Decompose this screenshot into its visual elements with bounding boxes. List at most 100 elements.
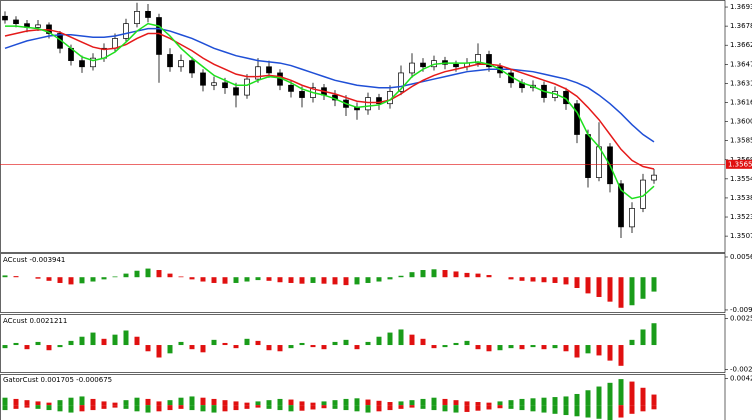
y-tick-label: 1.36315 xyxy=(730,79,752,87)
histogram-bar xyxy=(178,341,184,346)
gator-bar xyxy=(266,405,272,409)
histogram-bar xyxy=(475,273,481,278)
gator-bar xyxy=(68,405,74,413)
histogram-bar xyxy=(277,277,283,283)
gator-bar xyxy=(288,405,294,412)
candle-body xyxy=(365,97,371,111)
candle-body xyxy=(123,23,129,39)
gator-bar xyxy=(2,397,8,406)
gator-bar xyxy=(453,405,459,413)
histogram-bar xyxy=(266,345,272,351)
histogram-bar xyxy=(365,341,371,346)
histogram-bar xyxy=(519,277,525,281)
gator-bar xyxy=(178,405,184,409)
gator-bar xyxy=(145,405,151,413)
histogram-bar xyxy=(508,277,514,280)
histogram-bar xyxy=(112,334,118,346)
histogram-bar xyxy=(453,342,459,346)
histogram-bar xyxy=(244,277,250,282)
candle-body xyxy=(211,82,217,86)
gator-bar xyxy=(354,405,360,412)
histogram-bar xyxy=(233,277,239,283)
histogram-bar xyxy=(123,330,129,346)
gator-bar xyxy=(233,401,239,406)
histogram-bar xyxy=(200,277,206,282)
y-tick-label: 1.36160 xyxy=(730,98,752,106)
gator-bar xyxy=(167,405,173,411)
candle-body xyxy=(167,54,173,68)
gator-bar xyxy=(90,398,96,406)
gator-bar xyxy=(112,402,118,406)
histogram-bar xyxy=(640,277,646,299)
gator-bar xyxy=(222,400,228,406)
gator-bar xyxy=(277,405,283,411)
y-tick-label: 1.35075 xyxy=(730,232,752,240)
candle-body xyxy=(629,208,635,228)
moving-average-line xyxy=(4,27,655,143)
histogram-bar xyxy=(629,339,635,346)
y-tick-label: 0.0025465 xyxy=(730,315,752,323)
gator-bar xyxy=(354,398,360,406)
histogram-bar xyxy=(13,276,19,278)
gator-bar xyxy=(79,396,85,406)
gator-bar xyxy=(387,405,393,411)
histogram-bar xyxy=(651,277,657,292)
gator-bar xyxy=(387,402,393,406)
candle-body xyxy=(145,10,151,18)
gator-bar xyxy=(486,402,492,406)
histogram-bar xyxy=(596,345,602,356)
histogram-bar xyxy=(464,340,470,346)
gator-bar xyxy=(629,381,635,406)
histogram-bar xyxy=(233,345,239,349)
gator-bar xyxy=(233,405,239,411)
candle-body xyxy=(475,54,481,64)
moving-average-line xyxy=(4,29,655,170)
histogram-bar xyxy=(145,345,151,352)
histogram-bar xyxy=(310,277,316,283)
histogram-bar xyxy=(497,345,503,351)
gator-bar xyxy=(211,405,217,413)
gator-bar xyxy=(178,397,184,406)
histogram-bar xyxy=(101,277,107,280)
gator-bar xyxy=(585,405,591,418)
histogram-bar xyxy=(409,272,415,278)
histogram-bar xyxy=(134,336,140,346)
histogram-bar xyxy=(409,334,415,346)
y-tick-label: 1.35695 xyxy=(730,156,752,164)
candle-body xyxy=(288,84,294,92)
histogram-bar xyxy=(530,345,536,348)
gator-bar xyxy=(222,405,228,412)
histogram-bar xyxy=(35,341,41,346)
gator-bar xyxy=(266,400,272,406)
candle-body xyxy=(79,60,85,68)
gator-bar xyxy=(420,398,426,406)
gator-bar xyxy=(145,398,151,406)
gator-bar xyxy=(530,398,536,406)
gator-bar xyxy=(332,400,338,406)
gator-bar xyxy=(486,405,492,410)
gator-bar xyxy=(607,405,613,420)
gator-bar xyxy=(46,402,52,406)
y-tick-label: -0.0023561 xyxy=(730,366,752,374)
histogram-bar xyxy=(420,338,426,346)
ac-panel-frame xyxy=(0,253,726,313)
histogram-bar xyxy=(508,345,514,349)
candle-body xyxy=(13,19,19,25)
histogram-bar xyxy=(541,277,547,283)
gator-bar xyxy=(57,405,63,412)
histogram-bar xyxy=(112,276,118,278)
candle-body xyxy=(244,78,250,96)
candle-body xyxy=(112,38,118,49)
gator-bar xyxy=(519,405,525,411)
histogram-bar xyxy=(453,271,459,278)
gator-bar xyxy=(475,405,481,411)
gator-bar xyxy=(46,405,52,411)
gator-bar xyxy=(310,405,316,410)
price-label-box xyxy=(726,159,752,169)
histogram-bar xyxy=(552,345,558,349)
price-label: 1.35658 xyxy=(728,160,752,168)
gator-bar xyxy=(112,405,118,408)
histogram-bar xyxy=(244,338,250,346)
gator-bar xyxy=(651,394,657,406)
gator-bar xyxy=(574,405,580,417)
